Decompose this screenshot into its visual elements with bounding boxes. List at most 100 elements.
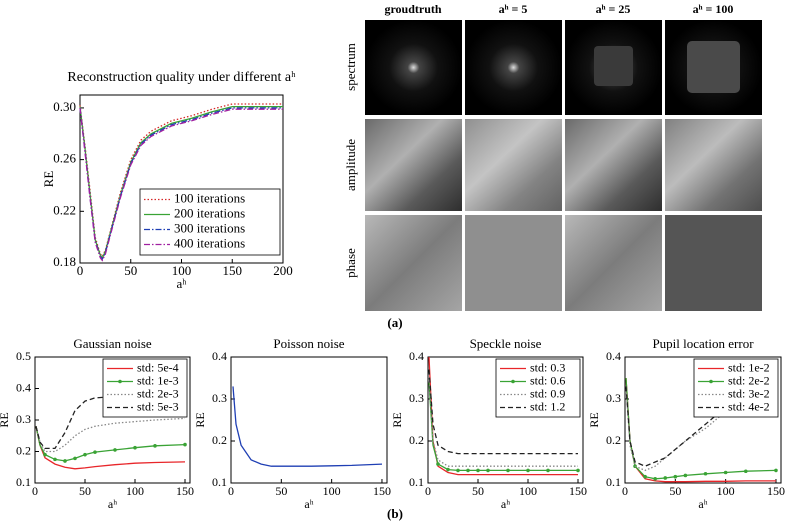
- chart-title: Speckle noise: [470, 336, 542, 351]
- series-marker: [663, 476, 668, 480]
- x-tick-label: 50: [669, 484, 681, 498]
- y-axis-label: RE: [193, 412, 207, 427]
- column-header: aʰ = 100: [693, 2, 734, 16]
- series-line: [35, 426, 186, 462]
- series-marker: [774, 468, 778, 473]
- legend-label: 300 iterations: [174, 220, 245, 235]
- y-tick-label: 0.4: [212, 349, 227, 363]
- x-tick-label: 150: [767, 484, 785, 498]
- y-tick-label: 0.2: [16, 443, 31, 457]
- legend-marker: [118, 379, 122, 384]
- x-tick-label: 50: [472, 484, 484, 498]
- chart: 0.1 0.2 0.3 0.4 0.5 0 50 100 150 Gaussian noise aʰ…: [0, 336, 194, 511]
- image-grid: groudtruth aʰ = 5 aʰ = 25 aʰ = 100 spect…: [343, 2, 762, 311]
- legend-label: std: 0.6: [530, 373, 565, 387]
- image: [465, 215, 562, 311]
- series-marker: [113, 448, 117, 452]
- x-tick-label: 0: [77, 263, 84, 278]
- y-axis-label: RE: [390, 412, 404, 427]
- x-tick-label: 100: [519, 484, 537, 498]
- image: [665, 215, 762, 311]
- series-marker: [83, 452, 87, 457]
- x-axis-label: aʰ: [698, 497, 707, 511]
- series-line: [428, 369, 578, 455]
- column-header: groudtruth: [384, 2, 441, 16]
- legend-label: std: 5e-3: [137, 399, 179, 413]
- series-marker: [73, 456, 77, 461]
- series-marker: [63, 459, 67, 463]
- plot-frame: [230, 356, 388, 484]
- x-tick-label: 150: [373, 484, 391, 498]
- y-tick-label: 0.4: [16, 380, 31, 394]
- y-tick-label: 0.4: [606, 349, 621, 363]
- x-tick-label: 0: [622, 484, 628, 498]
- panel-label: (b): [387, 506, 403, 521]
- image: [365, 20, 462, 115]
- x-tick-label: 0: [425, 484, 431, 498]
- legend-label: std: 0.3: [530, 360, 565, 374]
- series-line: [232, 386, 383, 467]
- x-tick-label: 150: [223, 263, 243, 278]
- x-tick-label: 50: [79, 484, 91, 498]
- image: [565, 215, 662, 311]
- y-tick-label: 0.3: [212, 391, 227, 405]
- image: [565, 119, 662, 211]
- x-tick-label: 0: [32, 484, 38, 498]
- x-axis-label: aʰ: [501, 497, 510, 511]
- series-marker: [486, 468, 490, 473]
- legend-marker: [511, 379, 515, 384]
- series-marker: [683, 473, 688, 478]
- chart-title: Pupil location error: [652, 336, 754, 351]
- y-axis-label: RE: [587, 412, 601, 427]
- y-axis-label: RE: [0, 412, 11, 427]
- y-tick-label: 0.1: [606, 475, 621, 489]
- y-tick-label: 0.2: [409, 433, 424, 447]
- y-tick-label: 0.26: [53, 151, 76, 166]
- y-tick-label: 0.22: [53, 202, 76, 217]
- column-header: aʰ = 5: [499, 2, 528, 16]
- x-tick-label: 50: [275, 484, 287, 498]
- image: [665, 119, 762, 211]
- series-marker: [456, 468, 460, 473]
- series-marker: [53, 457, 57, 462]
- series-marker: [133, 445, 137, 450]
- legend-label: std: 2e-3: [137, 386, 179, 400]
- y-tick-label: 0.30: [53, 99, 76, 114]
- series-marker: [643, 474, 647, 479]
- y-tick-label: 0.3: [409, 391, 424, 405]
- x-axis-label: aʰ: [108, 497, 117, 511]
- image: [365, 119, 462, 211]
- row-label: amplitude: [343, 139, 358, 191]
- x-tick-label: 100: [126, 484, 144, 498]
- image: [465, 20, 562, 115]
- series-line: [625, 377, 777, 480]
- series-marker: [576, 468, 580, 473]
- series-marker: [436, 462, 440, 466]
- series-marker: [653, 477, 657, 481]
- row-label: spectrum: [343, 43, 358, 91]
- legend-label: std: 5e-4: [137, 360, 179, 374]
- y-tick-label: 0.2: [212, 433, 227, 447]
- series-marker: [153, 444, 157, 448]
- x-tick-label: 150: [569, 484, 587, 498]
- x-tick-label: 200: [273, 263, 293, 278]
- x-tick-label: 100: [323, 484, 341, 498]
- series-marker: [466, 468, 470, 473]
- x-axis-label: aʰ: [177, 276, 187, 291]
- series-line: [79, 107, 283, 262]
- series-marker: [446, 467, 450, 472]
- y-tick-label: 0.2: [606, 433, 621, 447]
- series-line: [35, 426, 186, 470]
- legend-label: 100 iterations: [174, 190, 245, 205]
- y-tick-label: 0.4: [409, 349, 424, 363]
- series-marker: [476, 468, 480, 473]
- chart-title: Reconstruction quality under different a…: [67, 70, 296, 85]
- legend-label: std: 1e-2: [728, 360, 770, 374]
- x-tick-label: 150: [176, 484, 194, 498]
- y-tick-label: 0.5: [16, 349, 31, 363]
- legend-label: std: 3e-2: [728, 386, 770, 400]
- chart-title: Poisson noise: [273, 336, 344, 351]
- legend-label: std: 2e-2: [728, 373, 770, 387]
- x-tick-label: 100: [172, 263, 192, 278]
